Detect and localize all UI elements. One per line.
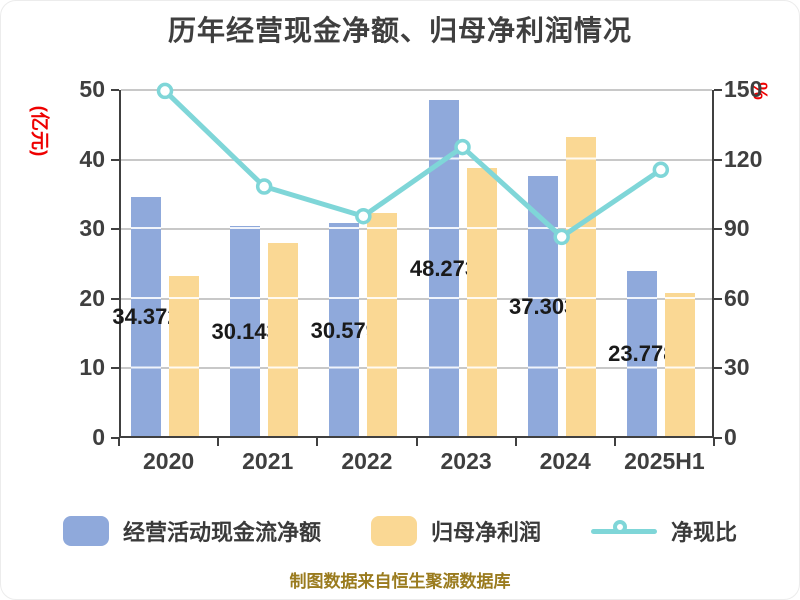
right-axis-tick-90: 90: [724, 215, 750, 242]
left-tick-mark-50: [111, 89, 119, 91]
bar-value-label-2022: 30.579: [310, 317, 378, 343]
bottom-tick-mark-6: [713, 438, 715, 446]
left-tick-mark-20: [111, 297, 119, 300]
bar-value-label-2023: 48.273: [409, 256, 478, 281]
bar-value-label-2021: 30.143: [211, 319, 279, 345]
right-tick-mark-120: [714, 158, 722, 161]
left-tick-mark-30: [111, 228, 119, 231]
bottom-tick-mark-3: [415, 438, 418, 446]
x-axis-label-2024: 2024: [539, 448, 591, 474]
left-axis-tick-50: 50: [79, 76, 105, 102]
gridline-30: [121, 228, 712, 231]
bar-value-label-2020: 34.372: [112, 304, 180, 330]
legend-label-profit: 归母净利润: [430, 520, 541, 545]
left-axis-tick-10: 10: [79, 354, 105, 381]
legend-item-profit: 归母净利润: [370, 515, 541, 547]
legend: 经营活动现金流净额 归母净利润 净现比: [1, 515, 799, 547]
bar-profit-2020: [169, 275, 199, 436]
gridline-50: [121, 89, 712, 91]
legend-label-ratio: 净现比: [671, 520, 738, 545]
bar-profit-2021: [268, 242, 299, 436]
bar-cashflow-2022: [329, 223, 360, 436]
left-axis-tick-30: 30: [79, 215, 105, 242]
left-axis-tick-20: 20: [79, 284, 105, 311]
right-tick-mark-90: [714, 228, 722, 231]
right-axis-tick-120: 120: [724, 145, 763, 172]
ratio-line-marker-icon: [591, 516, 657, 546]
data-source-note: 制图数据来自恒生聚源数据库: [289, 572, 511, 591]
right-axis-tick-0: 0: [724, 424, 737, 450]
bar-cashflow-2025H1: [626, 270, 657, 436]
bottom-tick-mark-0: [118, 438, 120, 446]
bar-value-label-2024: 37.303: [509, 294, 577, 320]
profit-swatch-icon: [370, 516, 417, 546]
bar-value-label-2025H1: 23.778: [608, 341, 676, 367]
right-tick-mark-150: [714, 89, 722, 91]
right-tick-mark-60: [714, 297, 722, 300]
bar-profit-2022: [367, 213, 398, 436]
x-axis-label-2025H1: 2025H1: [624, 448, 705, 474]
right-axis-tick-30: 30: [724, 354, 750, 381]
bottom-tick-mark-2: [316, 438, 319, 446]
gridline-10: [121, 367, 712, 370]
x-axis-label-2023: 2023: [440, 448, 492, 474]
bar-cashflow-2020: [131, 196, 161, 436]
x-axis-label-2021: 2021: [242, 448, 294, 474]
bar-profit-2024: [565, 136, 596, 436]
right-tick-mark-0: [714, 437, 722, 439]
gridline-20: [121, 297, 712, 300]
legend-item-ratio: 净现比: [591, 515, 737, 547]
plot-area: 34.372 30.143 30.579 48.273 37.303 23.778: [112, 82, 714, 438]
left-tick-mark-0: [111, 437, 119, 439]
gridline-40: [121, 158, 712, 161]
bottom-tick-mark-4: [514, 438, 517, 446]
right-axis-tick-150: 150: [724, 76, 763, 102]
left-axis-tick-0: 0: [92, 424, 105, 450]
ratio-point-2025H1: [652, 161, 670, 179]
bar-profit-2025H1: [664, 292, 695, 436]
right-tick-mark-30: [714, 367, 722, 370]
bar-cashflow-2021: [230, 226, 261, 436]
cashflow-swatch-icon: [62, 516, 109, 546]
left-tick-mark-10: [111, 367, 119, 370]
chart-title: 历年经营现金净额、归母净利润情况: [167, 15, 632, 46]
left-tick-mark-40: [111, 158, 119, 161]
right-axis-tick-60: 60: [724, 284, 750, 311]
legend-label-cashflow: 经营活动现金流净额: [122, 520, 321, 545]
x-axis-label-2020: 2020: [142, 448, 195, 474]
x-axis-label-2022: 2022: [341, 448, 393, 474]
bottom-tick-mark-5: [613, 438, 616, 446]
legend-item-cashflow: 经营活动现金流净额: [62, 515, 321, 547]
left-axis-tick-40: 40: [79, 145, 105, 172]
bottom-tick-mark-1: [217, 438, 220, 446]
bar-profit-2023: [466, 168, 497, 436]
ratio-point-2021: [255, 178, 273, 195]
